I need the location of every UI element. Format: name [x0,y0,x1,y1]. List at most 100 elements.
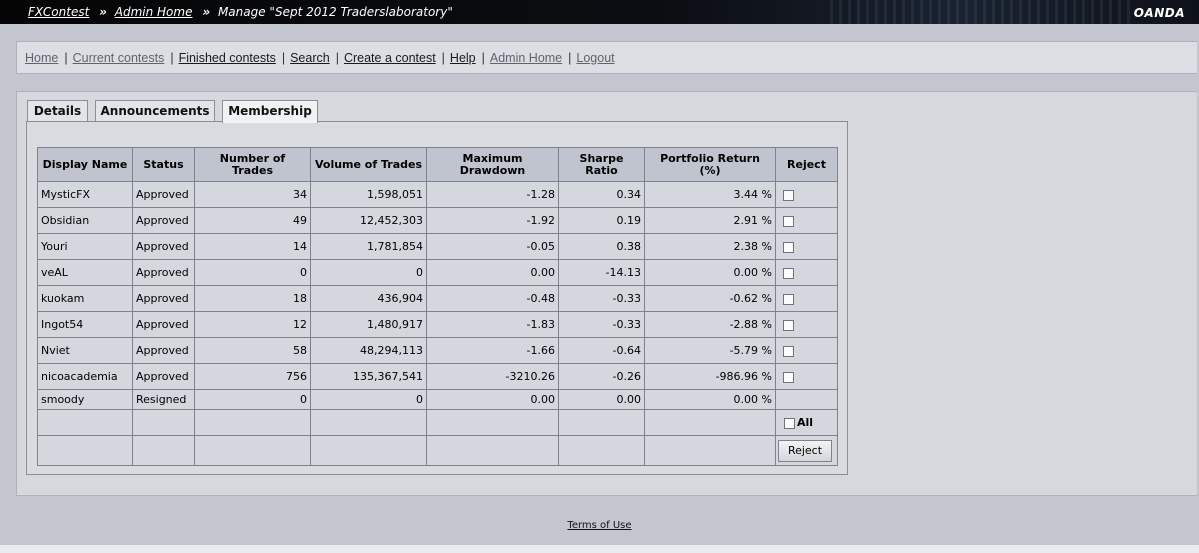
column-header-volume-of-trades: Volume of Trades [310,147,427,182]
cell-reject [775,233,838,260]
column-header-reject: Reject [775,147,838,182]
cell-return: -0.62 % [644,285,776,312]
reject-button[interactable]: Reject [778,439,832,462]
breadcrumb-current-page: Manage "Sept 2012 Traderslaboratory" [217,5,453,19]
breadcrumb-admin-home-link[interactable]: Admin Home [114,5,193,19]
cell-name: MysticFX [37,181,133,208]
cell-sharpe: -0.64 [558,337,645,364]
empty-cell [132,409,195,436]
select-all-row: All [37,409,838,436]
empty-cell [194,409,311,436]
cell-sharpe: 0.19 [558,207,645,234]
breadcrumb-fxcontest-link[interactable]: FXContest [28,5,90,19]
empty-cell [37,435,133,466]
cell-reject [775,337,838,364]
table-row: nicoacademia Approved 756 135,367,541 -3210.… [37,363,838,390]
empty-cell [426,409,559,436]
cell-return: -5.79 % [644,337,776,364]
cell-status: Approved [132,363,195,390]
cell-sharpe: 0.38 [558,233,645,260]
empty-cell [558,435,645,466]
empty-cell [37,409,133,436]
reject-checkbox[interactable] [783,345,794,357]
nav-separator: | [170,51,174,65]
reject-checkbox[interactable] [783,319,794,331]
cell-return: 0.00 % [644,259,776,286]
reject-checkbox[interactable] [783,215,794,227]
nav-separator: | [335,51,339,65]
cell-name: kuokam [37,285,133,312]
cell-trades: 0 [194,259,311,286]
cell-name: Ingot54 [37,311,133,338]
cell-sharpe: 0.00 [558,389,645,410]
table-row: veAL Approved 0 0 0.00 -14.13 0.00 % [37,259,838,286]
nav-help-link[interactable]: Help [449,51,476,65]
terms-of-use-link[interactable]: Terms of Use [567,520,632,531]
tab-announcements[interactable]: Announcements [95,100,215,122]
nav-separator: | [481,51,485,65]
table-row: kuokam Approved 18 436,904 -0.48 -0.33 -0.62 % [37,285,838,312]
cell-trades: 18 [194,285,311,312]
empty-cell [558,409,645,436]
column-header-maximum-drawdown: Maximum Drawdown [426,147,559,182]
breadcrumb: FXContest » Admin Home » Manage "Sept 20… [28,5,453,19]
nav-separator: | [441,51,445,65]
cell-trades: 12 [194,311,311,338]
cell-reject [775,207,838,234]
main-nav: Home | Current contests | Finished contests |… [25,51,615,65]
table-row: MysticFX Approved 34 1,598,051 -1.28 0.34 3.44… [37,181,838,208]
nav-search-link[interactable]: Search [290,51,330,65]
column-header-display-name: Display Name [37,147,133,182]
empty-cell [310,435,427,466]
select-all-checkbox[interactable] [784,417,795,429]
cell-trades: 49 [194,207,311,234]
column-header-number-of-trades: Number of Trades [194,147,311,182]
cell-status: Resigned [132,389,195,410]
cell-return: -986.96 % [644,363,776,390]
cell-trades: 0 [194,389,311,410]
nav-current-contests-link[interactable]: Current contests [72,51,165,65]
cell-reject [775,363,838,390]
cell-status: Approved [132,181,195,208]
cell-status: Approved [132,311,195,338]
cell-drawdown: -0.48 [426,285,559,312]
nav-separator: | [281,51,286,65]
nav-create-contest-link[interactable]: Create a contest [343,51,436,65]
cell-status: Approved [132,337,195,364]
cell-drawdown: -1.92 [426,207,559,234]
reject-checkbox[interactable] [783,189,794,201]
cell-name: nicoacademia [37,363,133,390]
reject-checkbox[interactable] [783,293,794,305]
cell-volume: 436,904 [310,285,427,312]
reject-checkbox[interactable] [783,241,794,253]
cell-drawdown: -1.83 [426,311,559,338]
cell-return: 0.00 % [644,389,776,410]
nav-finished-contests-link[interactable]: Finished contests [178,51,276,65]
cell-trades: 14 [194,233,311,260]
breadcrumb-separator: » [99,5,107,19]
table-row: Youri Approved 14 1,781,854 -0.05 0.38 2.38 % [37,233,838,260]
tab-membership[interactable]: Membership [222,100,318,123]
reject-checkbox[interactable] [783,267,794,279]
cell-drawdown: 0.00 [426,389,559,410]
membership-table: Display Name Status Number of Trades Vol… [37,147,838,466]
cell-drawdown: -1.66 [426,337,559,364]
empty-cell [644,435,776,466]
cell-reject [775,181,838,208]
tab-details[interactable]: Details [27,100,88,122]
cell-volume: 135,367,541 [310,363,427,390]
cell-sharpe: -14.13 [558,259,645,286]
table-row: smoody Resigned 0 0 0.00 0.00 0.00 % [37,389,838,410]
cell-status: Approved [132,259,195,286]
top-banner: FXContest » Admin Home » Manage "Sept 20… [0,0,1199,24]
nav-admin-home-link[interactable]: Admin Home [489,51,563,65]
reject-button-cell: Reject [775,435,838,466]
table-row: Ingot54 Approved 12 1,480,917 -1.83 -0.33 -2.8… [37,311,838,338]
nav-home-link[interactable]: Home [25,51,59,65]
nav-logout-link[interactable]: Logout [576,51,615,65]
empty-cell [644,409,776,436]
cell-name: Obsidian [37,207,133,234]
reject-checkbox[interactable] [783,371,794,383]
cell-drawdown: -1.28 [426,181,559,208]
cell-trades: 756 [194,363,311,390]
